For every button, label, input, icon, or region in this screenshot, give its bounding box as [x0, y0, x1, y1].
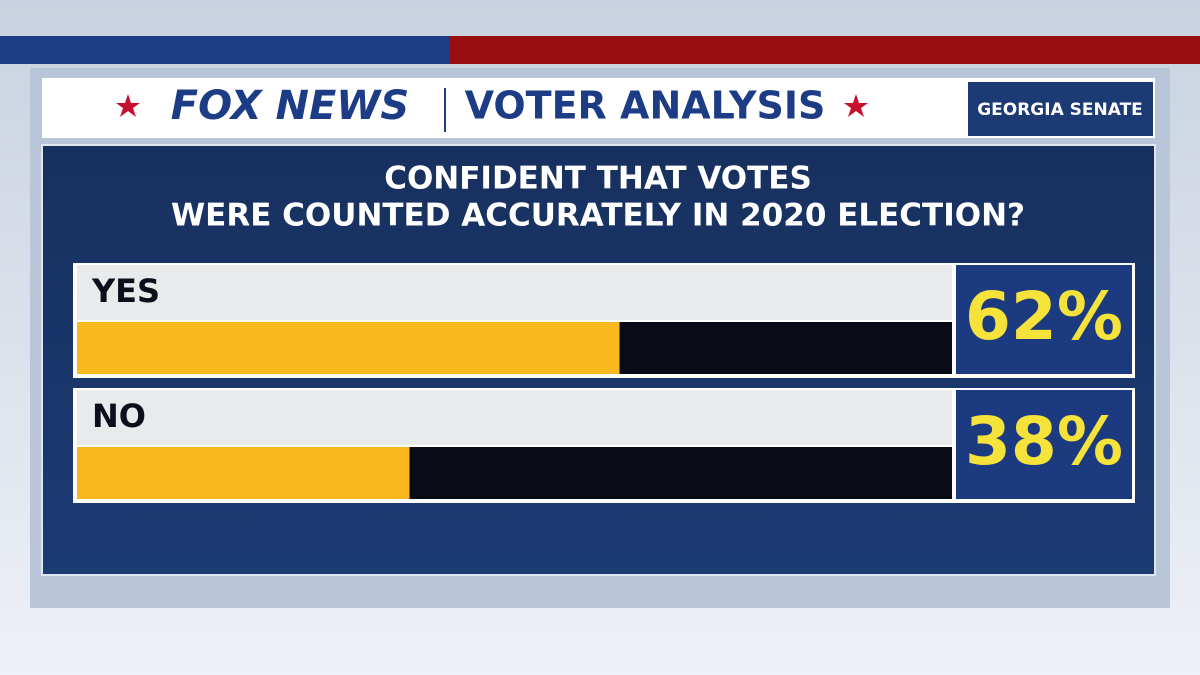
bar [77, 447, 410, 499]
label-area [77, 390, 952, 445]
bar [77, 322, 620, 374]
star [116, 94, 140, 117]
value-label: 38% [965, 403, 1123, 480]
value-label: 62% [965, 278, 1123, 355]
title-line: CONFIDENT THAT VOTES [384, 161, 812, 197]
tag: GEORGIA SENATE [977, 100, 1143, 120]
star [844, 94, 868, 117]
top-stripe-red [450, 36, 1200, 64]
category-label: NO [92, 397, 146, 435]
logo: FOX NEWS [171, 83, 409, 129]
value-box [956, 265, 1132, 374]
label-area [77, 265, 952, 320]
value-box [956, 390, 1132, 499]
header: VOTER ANALYSIS [465, 84, 826, 128]
category-label: YES [91, 272, 160, 310]
tag-box [968, 82, 1153, 136]
title-line: WERE COUNTED ACCURATELY IN 2020 ELECTION… [171, 198, 1025, 234]
